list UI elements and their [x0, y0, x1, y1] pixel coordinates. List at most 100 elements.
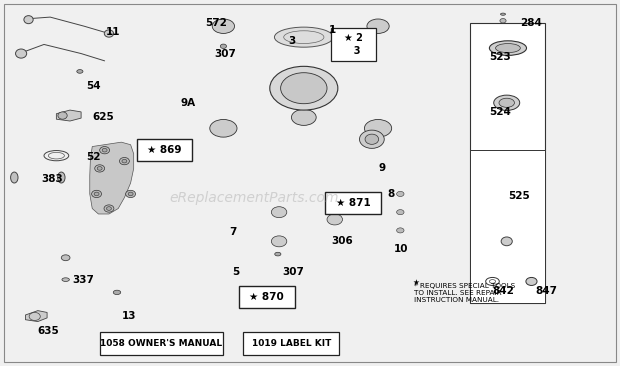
Ellipse shape: [397, 210, 404, 215]
Ellipse shape: [58, 112, 67, 119]
Ellipse shape: [365, 134, 379, 144]
Ellipse shape: [397, 191, 404, 197]
Polygon shape: [391, 181, 410, 239]
Ellipse shape: [62, 278, 69, 281]
Ellipse shape: [367, 19, 389, 33]
Bar: [137, 139, 192, 161]
Bar: [469, 150, 545, 303]
Text: 5: 5: [232, 267, 240, 277]
Text: ★: ★: [412, 278, 419, 287]
Ellipse shape: [275, 252, 281, 256]
Text: 11: 11: [106, 27, 120, 37]
Text: eReplacementParts.com: eReplacementParts.com: [170, 191, 339, 205]
Text: 1058 OWNER'S MANUAL: 1058 OWNER'S MANUAL: [100, 339, 223, 348]
Ellipse shape: [102, 148, 107, 152]
Ellipse shape: [365, 119, 392, 137]
Text: 337: 337: [72, 274, 94, 285]
Text: 8: 8: [388, 189, 394, 199]
Ellipse shape: [210, 119, 237, 137]
Text: 625: 625: [92, 112, 114, 122]
Ellipse shape: [288, 67, 319, 87]
Ellipse shape: [494, 95, 520, 111]
Text: 284: 284: [520, 18, 542, 27]
Ellipse shape: [11, 172, 18, 183]
Text: 572: 572: [205, 18, 227, 27]
Text: 524: 524: [489, 107, 511, 117]
Bar: [100, 332, 223, 355]
Polygon shape: [13, 172, 63, 183]
Bar: [244, 332, 339, 355]
Ellipse shape: [94, 192, 99, 196]
Text: * REQUIRES SPECIAL TOOLS
TO INSTALL. SEE REPAIR
INSTRUCTION MANUAL.: * REQUIRES SPECIAL TOOLS TO INSTALL. SEE…: [414, 283, 515, 303]
Ellipse shape: [397, 228, 404, 233]
Polygon shape: [25, 311, 47, 322]
Bar: [331, 28, 376, 61]
Text: 635: 635: [38, 326, 60, 336]
Text: ★ 870: ★ 870: [249, 292, 284, 302]
Text: 307: 307: [282, 267, 304, 277]
Polygon shape: [80, 132, 146, 231]
Text: ★ 871: ★ 871: [336, 198, 371, 208]
Ellipse shape: [92, 190, 102, 198]
Text: 1: 1: [329, 25, 336, 35]
Polygon shape: [167, 65, 189, 71]
Ellipse shape: [272, 236, 287, 247]
Ellipse shape: [107, 207, 112, 210]
Ellipse shape: [104, 30, 113, 37]
Polygon shape: [192, 12, 431, 276]
Ellipse shape: [489, 41, 526, 55]
Ellipse shape: [77, 70, 83, 73]
Polygon shape: [167, 82, 189, 88]
Ellipse shape: [95, 165, 105, 172]
Text: 54: 54: [86, 81, 100, 92]
Ellipse shape: [100, 146, 110, 154]
Ellipse shape: [113, 290, 121, 295]
Ellipse shape: [275, 27, 333, 47]
Text: 10: 10: [394, 244, 408, 254]
Text: 9A: 9A: [180, 98, 195, 108]
Polygon shape: [167, 56, 189, 62]
Ellipse shape: [501, 237, 512, 246]
Ellipse shape: [281, 73, 327, 104]
Text: ★ 869: ★ 869: [148, 145, 182, 155]
Ellipse shape: [500, 13, 505, 15]
Text: 1019 LABEL KIT: 1019 LABEL KIT: [252, 339, 331, 348]
Polygon shape: [232, 225, 388, 265]
Text: 383: 383: [41, 174, 63, 184]
Ellipse shape: [291, 109, 316, 126]
Ellipse shape: [272, 207, 287, 218]
Polygon shape: [56, 110, 81, 121]
Text: 7: 7: [229, 227, 237, 237]
Polygon shape: [167, 90, 189, 96]
Ellipse shape: [24, 16, 33, 24]
Text: 847: 847: [536, 285, 558, 296]
Ellipse shape: [499, 98, 515, 107]
Ellipse shape: [270, 66, 338, 110]
Ellipse shape: [212, 19, 234, 33]
Text: 525: 525: [508, 191, 529, 201]
Polygon shape: [183, 10, 226, 28]
Ellipse shape: [122, 159, 127, 163]
Ellipse shape: [128, 192, 133, 196]
Ellipse shape: [360, 130, 384, 148]
Ellipse shape: [120, 157, 130, 165]
Ellipse shape: [104, 205, 114, 212]
Ellipse shape: [526, 277, 537, 285]
Text: 307: 307: [214, 49, 236, 59]
Text: 842: 842: [492, 285, 515, 296]
Text: 306: 306: [332, 236, 353, 246]
Text: 13: 13: [122, 311, 136, 321]
Polygon shape: [167, 74, 189, 80]
Ellipse shape: [58, 172, 65, 183]
Ellipse shape: [327, 214, 342, 225]
Ellipse shape: [97, 167, 102, 170]
Text: ★ 2
  3: ★ 2 3: [344, 33, 363, 56]
Ellipse shape: [495, 44, 520, 53]
Text: 523: 523: [489, 52, 511, 62]
Text: 9: 9: [378, 163, 385, 173]
Text: 52: 52: [86, 153, 100, 163]
Ellipse shape: [61, 255, 70, 261]
Ellipse shape: [126, 190, 136, 198]
Ellipse shape: [16, 49, 27, 58]
Ellipse shape: [220, 44, 226, 48]
